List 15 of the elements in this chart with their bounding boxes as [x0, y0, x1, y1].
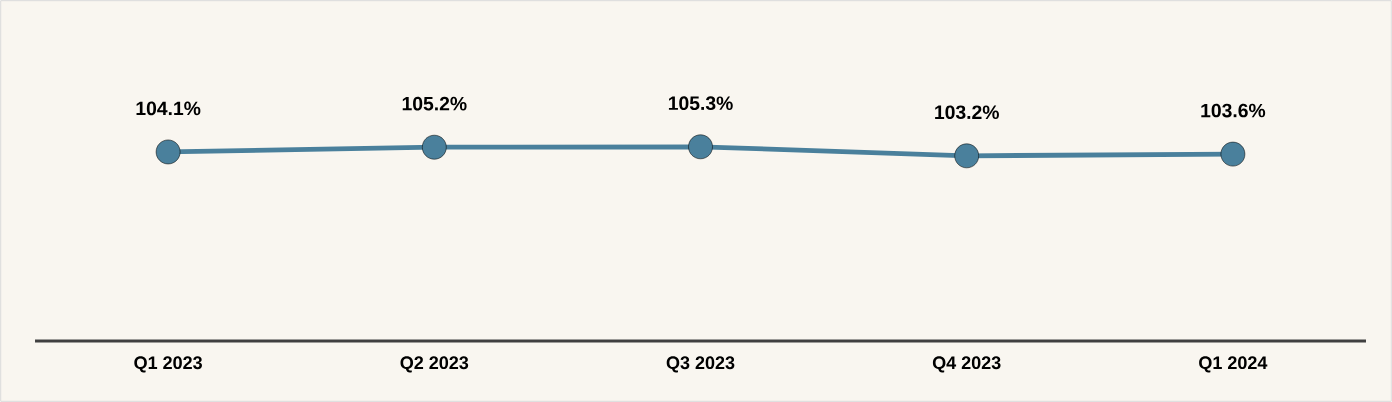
data-label: 103.6%: [1201, 103, 1266, 118]
point: [1220, 141, 1246, 167]
data-label: 104.1%: [136, 101, 201, 116]
x-tick-label: Q3 2023: [666, 356, 735, 373]
data-label: 105.2%: [402, 96, 467, 111]
x-tick-label: Q2 2023: [400, 356, 469, 373]
point: [155, 139, 181, 165]
point: [422, 134, 447, 160]
x-tick-label: Q1 2023: [134, 356, 202, 373]
data-label: 105.3%: [668, 96, 733, 111]
x-tick-label: Q4 2023: [932, 356, 1001, 373]
data-label: 103.2%: [935, 105, 999, 120]
x-tick-label: Q1 2024: [1199, 356, 1268, 373]
point: [954, 143, 979, 169]
point: [688, 134, 713, 160]
